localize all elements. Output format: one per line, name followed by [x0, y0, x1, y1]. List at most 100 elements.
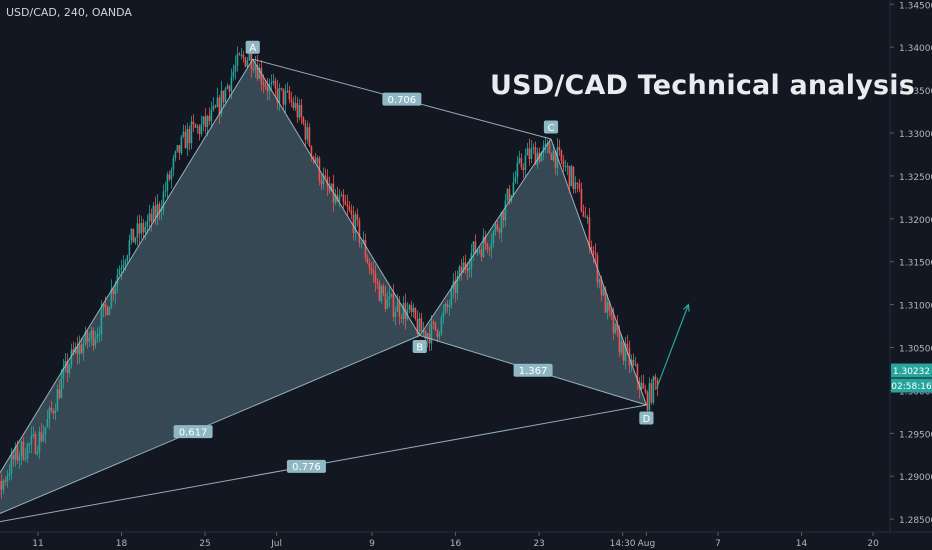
- candle-body: [10, 454, 13, 474]
- candle-body: [454, 280, 457, 293]
- candle-body: [346, 204, 349, 207]
- candle-body: [216, 97, 219, 107]
- candle-body: [80, 344, 83, 353]
- candle-body: [28, 443, 31, 445]
- candle-body: [646, 392, 649, 411]
- candle-body: [14, 446, 17, 460]
- candle-body: [362, 240, 365, 243]
- candle-body: [598, 279, 601, 283]
- candle-body: [500, 212, 503, 233]
- candle-body: [162, 191, 165, 210]
- candle-body: [608, 301, 611, 311]
- candle-body: [112, 289, 115, 295]
- candle-body: [550, 153, 553, 161]
- candle-body: [564, 166, 567, 168]
- candle-body: [540, 152, 543, 162]
- candle-body: [296, 103, 299, 118]
- candle-body: [200, 124, 203, 135]
- candle-body: [172, 158, 175, 170]
- leg-xa: [0, 58, 254, 474]
- candle-body: [320, 180, 323, 185]
- candle-body: [494, 224, 497, 232]
- candle-body: [590, 246, 593, 251]
- candle-body: [208, 115, 211, 122]
- candle-body: [68, 365, 71, 374]
- candle-body: [560, 150, 563, 161]
- candle-body: [580, 188, 583, 212]
- candle-body: [576, 182, 579, 184]
- candle-body: [90, 330, 93, 339]
- candle-body: [168, 174, 171, 180]
- candle-body: [140, 223, 143, 234]
- candle-body: [224, 88, 227, 103]
- time-tick-label: 23: [533, 539, 544, 549]
- time-tick-label: 25: [199, 539, 210, 549]
- price-tick-label: 1.31500: [899, 259, 932, 269]
- candle-body: [108, 307, 111, 315]
- candle-body: [456, 276, 459, 293]
- candle-body: [442, 311, 445, 318]
- candle-body: [426, 333, 429, 339]
- candle-body: [604, 288, 607, 313]
- candle-body: [56, 389, 59, 412]
- candle-body: [240, 54, 243, 56]
- candle-body: [102, 303, 105, 310]
- candle-body: [542, 146, 545, 153]
- candle-body: [450, 289, 453, 306]
- candle-body: [230, 76, 233, 92]
- candle-body: [70, 349, 73, 366]
- ratio-label-bg: [513, 363, 553, 377]
- candle-body: [96, 334, 99, 339]
- countdown-label: 02:58:16: [891, 382, 932, 392]
- ratio-label-bg: [286, 459, 326, 473]
- price-tick-label: 1.31000: [899, 302, 932, 312]
- candle-body: [640, 382, 643, 390]
- candle-body: [194, 124, 197, 128]
- candle-body: [364, 240, 367, 258]
- candle-body: [434, 322, 437, 330]
- candle-body: [298, 104, 301, 118]
- candle-body: [174, 151, 177, 159]
- candle-body: [212, 105, 215, 110]
- candle-body: [294, 103, 297, 109]
- candle-body: [572, 166, 575, 189]
- candle-body: [562, 160, 565, 167]
- candle-body: [592, 250, 595, 254]
- ratio-label: 0.776: [292, 462, 321, 473]
- candle-body: [128, 240, 131, 256]
- candle-body: [266, 86, 269, 92]
- candle-body: [210, 109, 213, 122]
- candle-body: [132, 228, 135, 243]
- leg-cd: [550, 138, 647, 406]
- candle-body: [448, 305, 451, 307]
- candle-body: [524, 155, 527, 170]
- candle-body: [284, 90, 287, 105]
- candle-body: [470, 252, 473, 269]
- candle-body: [652, 376, 655, 403]
- candle-body: [110, 289, 113, 308]
- candle-body: [352, 214, 355, 234]
- time-tick-label: 16: [450, 539, 462, 549]
- candle-body: [120, 268, 123, 270]
- candle-body: [280, 88, 283, 90]
- ratio-label-bg: [173, 425, 213, 439]
- candle-body: [330, 183, 333, 191]
- time-tick-label: 14:30: [610, 539, 636, 549]
- candle-body: [106, 307, 109, 315]
- candle-body: [512, 182, 515, 196]
- ratio-label: 0.617: [179, 427, 208, 438]
- candle-body: [324, 175, 327, 177]
- ratio-label: 0.706: [388, 95, 417, 106]
- price-tick-label: 1.29500: [899, 430, 932, 440]
- candle-body: [48, 407, 51, 420]
- candle-body: [618, 330, 621, 353]
- point-label-a-bg: [245, 40, 260, 54]
- candle-body: [516, 162, 519, 178]
- candle-body: [612, 315, 615, 334]
- point-label-c-bg: [543, 120, 559, 134]
- candle-body: [44, 427, 47, 435]
- candle-body: [282, 88, 285, 105]
- candle-body: [314, 157, 317, 163]
